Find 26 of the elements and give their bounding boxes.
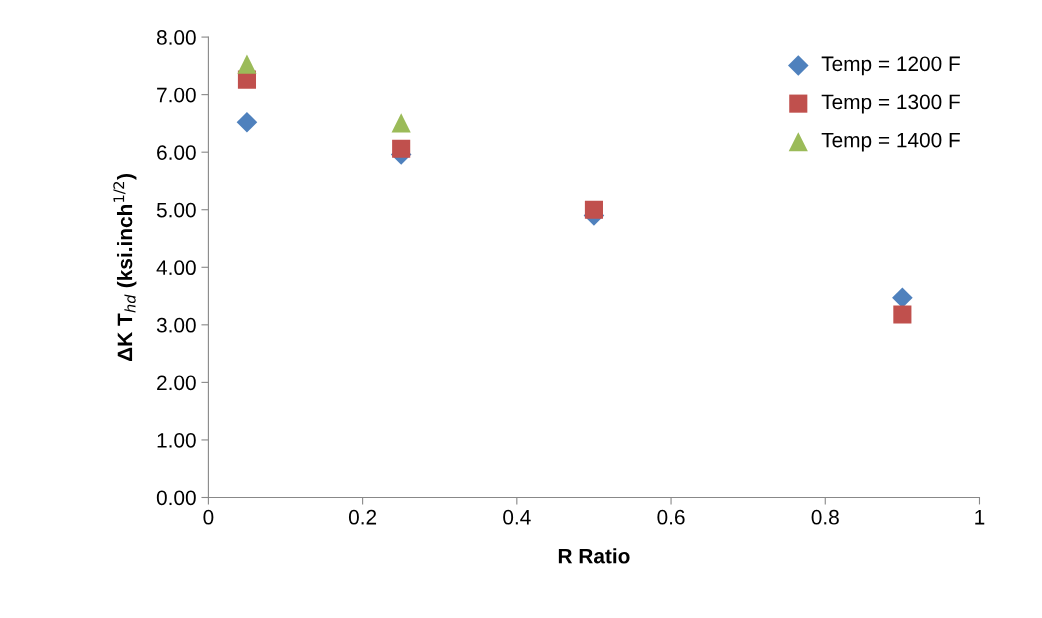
x-tick-label: 0.6 <box>657 509 685 525</box>
legend-label: Temp = 1300 F <box>821 94 960 114</box>
x-tick-label: 0.2 <box>348 509 377 525</box>
y-axis-title: ΔK T$_{hd}$ (ksi.inch$^{1/2}$) <box>113 174 137 361</box>
point <box>391 113 411 133</box>
legend-label: Temp = 1200 F <box>821 56 960 76</box>
y-tick-label: 7.00 <box>157 87 196 103</box>
y-tick-label: 6.00 <box>157 145 196 160</box>
point <box>392 139 411 158</box>
y-tick-label: 1.00 <box>157 432 196 448</box>
x-tick-label: 1 <box>975 510 985 525</box>
y-tick-label: 3.00 <box>156 317 196 333</box>
x-tick-label: 0 <box>203 509 214 525</box>
y-tick-label: 8.00 <box>156 30 196 45</box>
y-tick-label: 2.00 <box>157 375 196 391</box>
y-tick-label: 4.00 <box>156 260 196 276</box>
point <box>236 111 258 133</box>
x-axis-title: R Ratio <box>558 548 630 564</box>
point <box>584 200 603 219</box>
x-tick-label: 0.8 <box>811 509 839 525</box>
y-tick-label: 5.00 <box>156 202 196 218</box>
x-tick-label: 0.4 <box>503 509 531 525</box>
legend-label: Temp = 1400 F <box>821 132 960 152</box>
point <box>893 305 912 324</box>
point <box>237 54 257 74</box>
y-tick-label: 0.00 <box>156 490 196 506</box>
